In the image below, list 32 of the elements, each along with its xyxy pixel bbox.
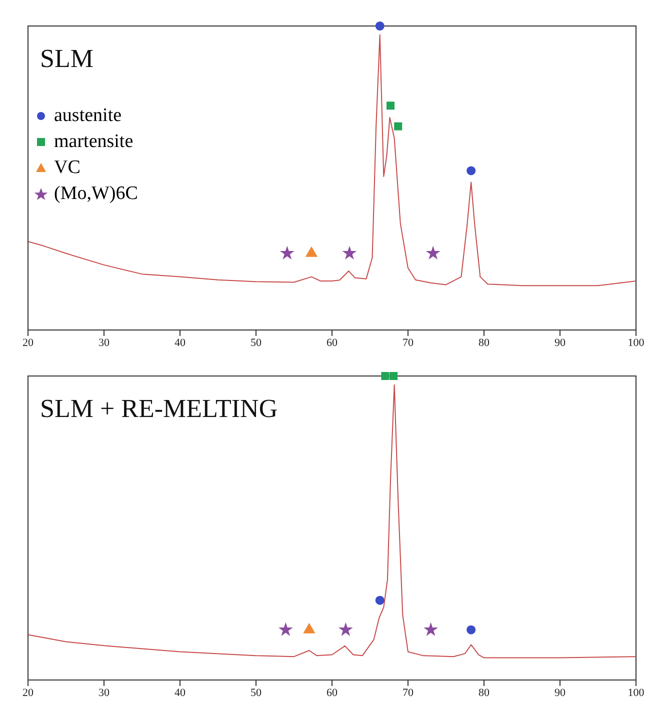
text: SLM — [40, 44, 94, 74]
x-tick-label: 20 — [22, 336, 34, 349]
x-tick-label: 20 — [22, 686, 34, 699]
x-tick-label: 100 — [628, 336, 645, 349]
point — [375, 21, 384, 31]
legend-label: austenite — [54, 105, 122, 127]
x-tick-label: 90 — [554, 686, 566, 699]
x-tick-label: 90 — [554, 336, 566, 349]
point — [394, 122, 402, 130]
point — [280, 246, 294, 260]
x-tick-label: 60 — [326, 686, 338, 699]
x-tick-label: 40 — [174, 336, 186, 349]
x-tick-label: 70 — [402, 336, 414, 349]
point — [342, 246, 357, 260]
x-tick-label: 30 — [98, 686, 110, 699]
x-tick-label: 50 — [250, 336, 262, 349]
x-tick-label: 80 — [478, 336, 490, 349]
x-tick-label: 40 — [174, 686, 186, 699]
legend-label: martensite — [54, 131, 134, 153]
x-tick-label: 60 — [326, 336, 338, 349]
x-tick-label: 80 — [478, 686, 490, 699]
legend-label: (Mo,W)6C — [54, 183, 138, 205]
x-tick-label: 70 — [402, 686, 414, 699]
x-tick-label: 100 — [628, 686, 645, 699]
point — [466, 166, 476, 176]
legend-label: VC — [54, 157, 80, 179]
x-tick-label: 50 — [250, 686, 262, 699]
point — [386, 102, 395, 110]
point — [305, 246, 318, 257]
text: SLM + RE-MELTING — [40, 394, 278, 424]
x-tick-label: 30 — [98, 336, 110, 349]
point — [426, 246, 440, 260]
